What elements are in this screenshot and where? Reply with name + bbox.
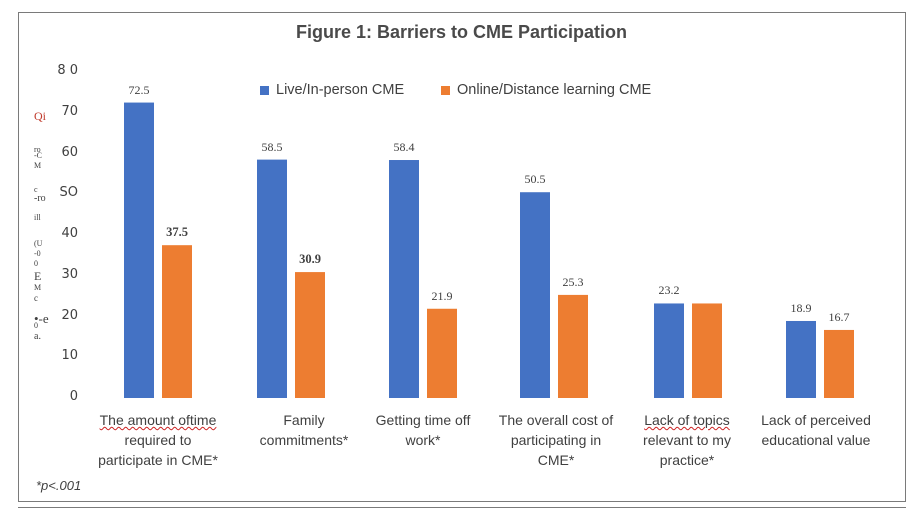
y-tick-label: 8 0 bbox=[57, 63, 78, 78]
bar-live bbox=[654, 303, 684, 398]
data-label-online: 21.9 bbox=[431, 288, 453, 303]
category-label-line: relevant to my bbox=[643, 432, 731, 448]
y-axis-label-fragment: 0 bbox=[34, 259, 38, 268]
y-tick-label: 30 bbox=[61, 266, 78, 282]
legend-label-live: Live/In-person CME bbox=[276, 82, 405, 98]
data-label-online: 16.7 bbox=[828, 309, 850, 324]
bar-live bbox=[786, 320, 816, 398]
category-label-line: educational value bbox=[761, 432, 871, 448]
y-axis-label-fragment: a. bbox=[34, 331, 41, 342]
y-axis-label-fragment: ill bbox=[34, 213, 41, 222]
category-label: Getting time off work* bbox=[353, 410, 493, 450]
bar-online bbox=[692, 303, 722, 398]
y-axis-label-fragment: M bbox=[34, 283, 42, 292]
legend-item-online: Online/Distance learning CME bbox=[441, 82, 651, 98]
category-label-line: CME* bbox=[537, 452, 575, 468]
category-label: The overall cost of participating in CME* bbox=[486, 410, 626, 470]
data-label-live: 58.4 bbox=[393, 140, 415, 155]
chart-title: Figure 1: Barriers to CME Participation bbox=[295, 22, 628, 42]
bar-live bbox=[520, 192, 550, 398]
category-label-line: commitments* bbox=[259, 432, 349, 448]
data-label-online: 37.5 bbox=[166, 225, 188, 240]
bar-live bbox=[124, 102, 154, 398]
data-label-live: 18.9 bbox=[790, 300, 812, 315]
category-label: The amount oftime required to participate … bbox=[88, 410, 228, 470]
y-axis-label-fragment: c bbox=[34, 293, 38, 303]
category-label-line: Lack of topics bbox=[644, 412, 730, 428]
category-label-line: practice* bbox=[659, 452, 715, 468]
y-tick-label: 20 bbox=[61, 307, 78, 323]
category-label-line: Lack of perceived bbox=[761, 412, 871, 428]
data-label-online: 25.3 bbox=[562, 274, 584, 289]
category-label-line: required to bbox=[124, 432, 192, 448]
bar-live bbox=[257, 159, 287, 398]
category-label: Family commitments* bbox=[234, 410, 374, 450]
y-tick-label: 10 bbox=[61, 348, 78, 364]
y-axis-label-fragment: 0 bbox=[34, 321, 38, 330]
bar-online bbox=[427, 308, 457, 398]
y-tick-label: 60 bbox=[61, 144, 78, 160]
bar-online bbox=[295, 272, 325, 398]
legend-swatch-live bbox=[260, 85, 269, 95]
chart-frame bbox=[18, 12, 906, 502]
data-label-live: 23.2 bbox=[658, 283, 680, 298]
y-axis-label-fragment: -0 bbox=[34, 249, 41, 258]
category-label-line: participating in bbox=[510, 432, 602, 448]
y-axis-label-fragment: ro bbox=[34, 145, 41, 154]
y-tick-label: 70 bbox=[61, 103, 78, 119]
category-label-line: Family bbox=[283, 412, 325, 428]
y-axis-label-fragment: E bbox=[34, 269, 42, 283]
bottom-rule bbox=[18, 507, 906, 508]
bar-online bbox=[824, 329, 854, 398]
bar-online bbox=[558, 294, 588, 398]
legend-item-live: Live/In-person CME bbox=[260, 82, 404, 98]
bar-live bbox=[389, 160, 419, 398]
legend-label-online: Online/Distance learning CME bbox=[457, 82, 652, 98]
y-axis-label-fragment: •-e bbox=[34, 311, 49, 326]
category-label-line: The overall cost of bbox=[498, 412, 614, 428]
data-label-live: 50.5 bbox=[524, 172, 546, 187]
y-tick-label: 40 bbox=[61, 226, 78, 241]
y-axis-label-fragment: M bbox=[34, 161, 42, 170]
y-tick-label: 0 bbox=[69, 389, 78, 404]
y-axis-label-fragment: c bbox=[34, 185, 38, 194]
category-label-line: Getting time off bbox=[375, 412, 471, 428]
legend-swatch-online bbox=[441, 85, 450, 95]
data-label-online: 30.9 bbox=[299, 252, 321, 267]
bar-online bbox=[162, 245, 192, 398]
y-axis-label-fragment: (U bbox=[34, 239, 43, 248]
category-label: Lack of topics relevant to my practice* bbox=[617, 410, 757, 470]
data-label-live: 58.5 bbox=[261, 139, 283, 154]
y-tick-label: SO bbox=[59, 185, 78, 201]
category-label-line: work* bbox=[405, 432, 441, 448]
category-label-line: participate in CME* bbox=[98, 452, 218, 468]
footnote: *p<.001 bbox=[36, 478, 82, 493]
y-axis-label-fragment: -ro bbox=[34, 193, 46, 204]
y-axis-label-fragment: Qi bbox=[34, 109, 46, 123]
data-label-live: 72.5 bbox=[128, 82, 150, 97]
y-axis-label-fragment: -C bbox=[34, 151, 42, 160]
category-label-line: The amount oftime bbox=[99, 412, 217, 428]
category-label: Lack of perceived educational value bbox=[746, 410, 886, 450]
